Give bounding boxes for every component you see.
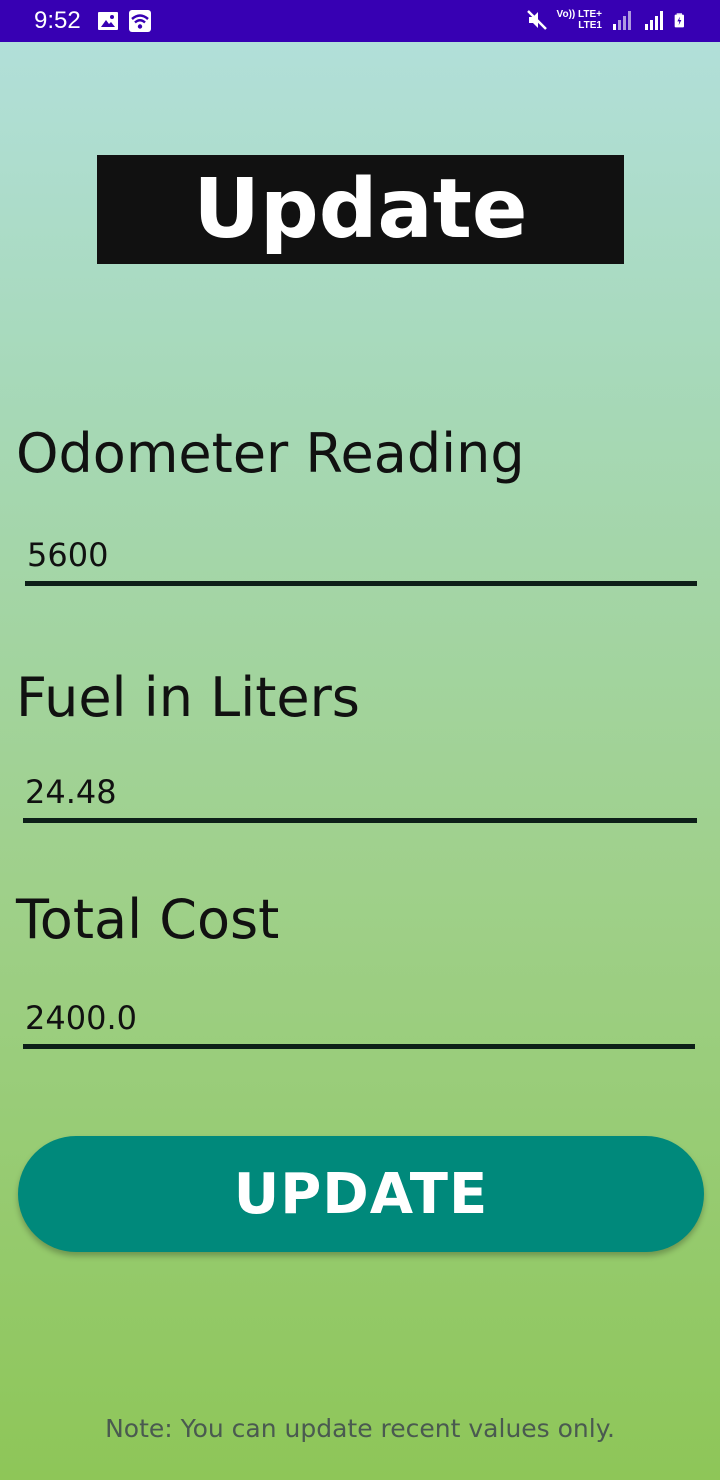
odometer-input[interactable] bbox=[25, 532, 697, 586]
signal-icon bbox=[645, 11, 663, 30]
network-bottom-text: LTE1 bbox=[578, 20, 602, 31]
odometer-label: Odometer Reading bbox=[16, 422, 525, 485]
battery-icon bbox=[674, 13, 684, 28]
image-icon bbox=[98, 12, 118, 30]
network-indicator: Vo)) LTE+ LTE1 bbox=[557, 9, 602, 31]
page-title: Update bbox=[193, 161, 528, 257]
fuel-input[interactable] bbox=[23, 769, 697, 823]
mute-icon bbox=[526, 10, 547, 30]
footer-note: Note: You can update recent values only. bbox=[105, 1414, 615, 1443]
cost-input[interactable] bbox=[23, 995, 695, 1049]
fuel-label: Fuel in Liters bbox=[16, 666, 360, 729]
status-time: 9:52 bbox=[34, 7, 81, 34]
title-banner: Update bbox=[97, 155, 624, 264]
update-button[interactable]: UPDATE bbox=[18, 1136, 704, 1252]
wifi-icon bbox=[129, 10, 151, 32]
network-top-text: Vo)) LTE+ bbox=[556, 9, 602, 20]
status-bar: 9:52 Vo)) LTE+ LTE1 bbox=[0, 0, 720, 42]
cost-label: Total Cost bbox=[16, 888, 280, 951]
signal-icon bbox=[613, 11, 631, 30]
update-button-label: UPDATE bbox=[233, 1161, 489, 1227]
